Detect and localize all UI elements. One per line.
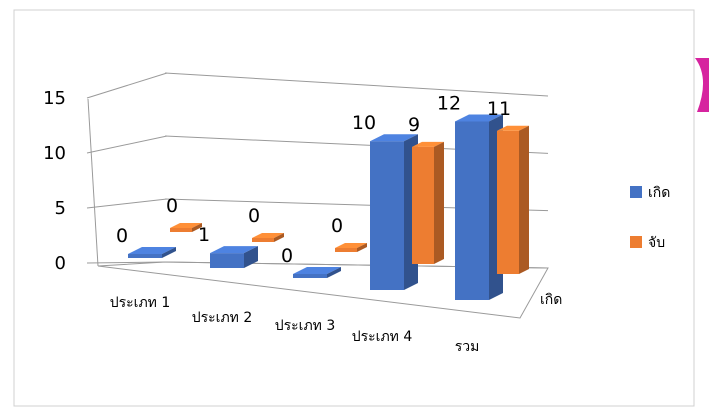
category-labels-layer: ประเภท 1 ประเภท 2 ประเภท 3 ประเภท 4 รวม <box>110 295 480 355</box>
category-label: ประเภท 2 <box>192 310 253 326</box>
bar-series1 <box>293 267 341 278</box>
gridline-back-15 <box>164 72 549 97</box>
data-label: 0 <box>166 195 178 217</box>
gridline-left-0 <box>86 261 168 264</box>
data-label: 10 <box>352 112 376 134</box>
legend-swatch <box>630 236 642 248</box>
data-label: 9 <box>408 114 420 136</box>
data-label: 11 <box>487 98 511 120</box>
floor-outline <box>97 261 549 319</box>
bar-series2 <box>412 141 444 264</box>
data-label: 0 <box>331 215 343 237</box>
bar-series1 <box>128 247 176 258</box>
bars-layer <box>128 114 529 300</box>
data-label: 1 <box>198 224 210 246</box>
y-axis-ticks: 0 5 10 15 <box>43 88 66 274</box>
data-label: 0 <box>116 225 128 247</box>
category-label: ประเภท 4 <box>352 329 413 345</box>
bar-series1 <box>370 134 418 290</box>
category-label: ประเภท 3 <box>275 318 336 334</box>
bar-series2 <box>497 125 529 274</box>
y-tick-label: 15 <box>43 88 66 109</box>
y-tick-label: 10 <box>43 143 66 164</box>
chart-area-border <box>13 9 695 407</box>
legend-label: เกิด <box>648 185 670 201</box>
bar-series2 <box>252 233 284 242</box>
category-label: ประเภท 1 <box>110 295 171 311</box>
y-axis-line <box>87 98 99 267</box>
gridline-left-15 <box>86 72 168 99</box>
y-tick-label: 0 <box>55 253 66 274</box>
legend-label: จับ <box>648 235 665 251</box>
category-label: รวม <box>455 339 480 355</box>
decorative-edge-shape <box>695 58 709 112</box>
bar-series2 <box>170 223 202 232</box>
bar-series2 <box>335 243 367 252</box>
bar-series1 <box>455 114 503 300</box>
gridline-left-10 <box>86 135 168 154</box>
legend: เกิดจับ <box>630 185 670 251</box>
data-label: 0 <box>248 205 260 227</box>
data-label: 12 <box>437 92 461 114</box>
depth-axis-label: เกิด <box>540 292 562 308</box>
data-label: 0 <box>281 245 293 267</box>
gridline-left-5 <box>86 198 168 209</box>
legend-swatch <box>630 186 642 198</box>
bar-series1 <box>210 246 258 268</box>
y-tick-label: 5 <box>55 198 66 219</box>
